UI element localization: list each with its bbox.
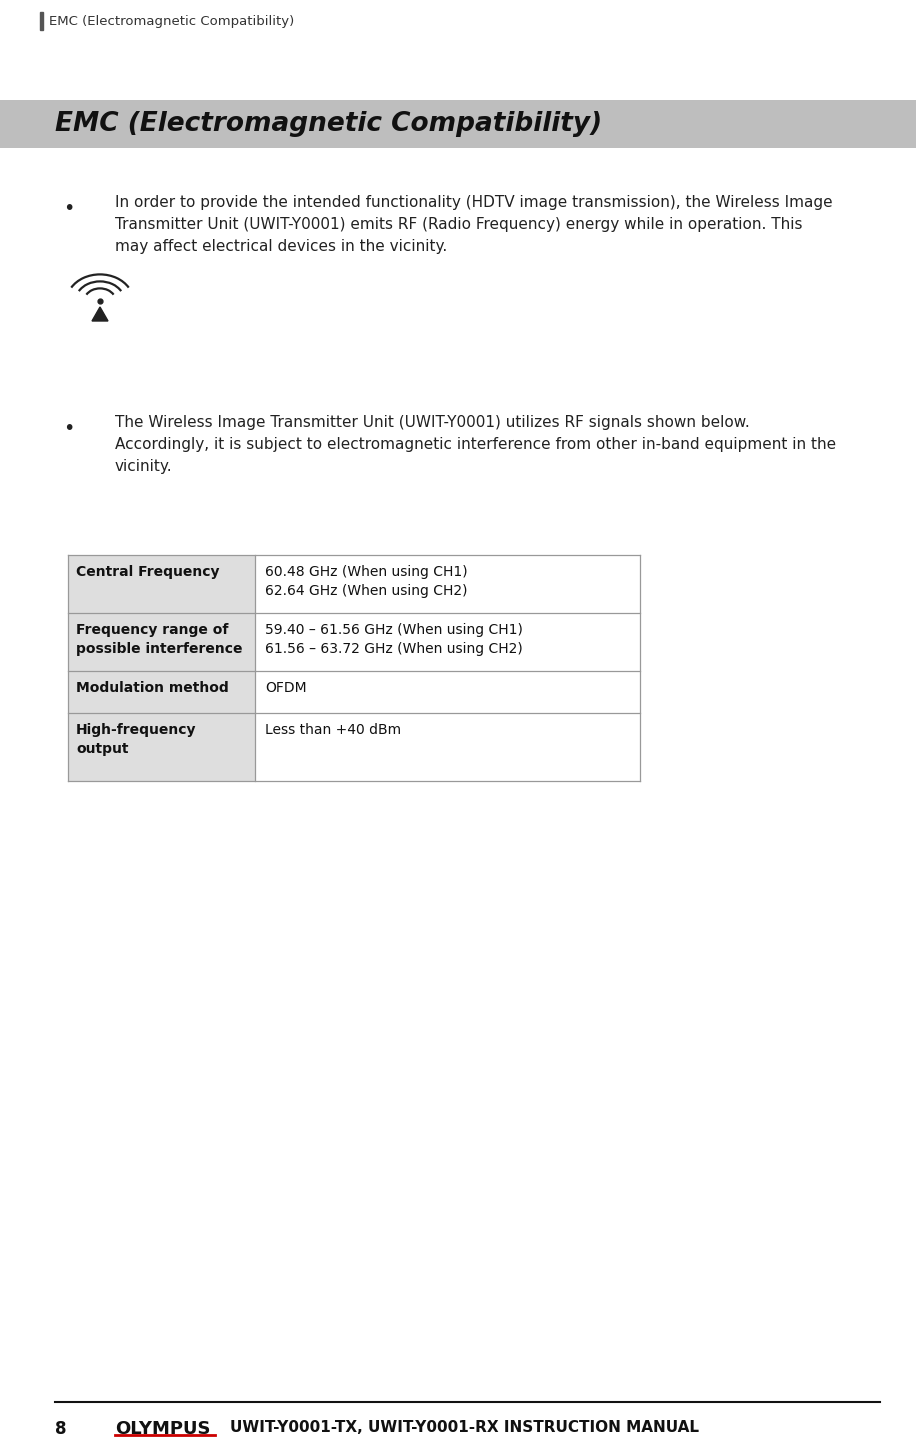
Text: UWIT-Y0001-TX, UWIT-Y0001-RX INSTRUCTION MANUAL: UWIT-Y0001-TX, UWIT-Y0001-RX INSTRUCTION… bbox=[230, 1419, 699, 1435]
Text: OFDM: OFDM bbox=[265, 682, 307, 695]
Bar bbox=[68, 555, 255, 612]
Bar bbox=[255, 672, 640, 713]
Text: 62.64 GHz (When using CH2): 62.64 GHz (When using CH2) bbox=[265, 584, 467, 598]
Text: In order to provide the intended functionality (HDTV image transmission), the Wi: In order to provide the intended functio… bbox=[115, 195, 833, 210]
Bar bbox=[255, 555, 640, 612]
Text: 59.40 – 61.56 GHz (When using CH1): 59.40 – 61.56 GHz (When using CH1) bbox=[265, 623, 523, 637]
Text: vicinity.: vicinity. bbox=[115, 460, 172, 474]
Text: EMC (Electromagnetic Compatibility): EMC (Electromagnetic Compatibility) bbox=[55, 111, 602, 137]
Text: 60.48 GHz (When using CH1): 60.48 GHz (When using CH1) bbox=[265, 565, 468, 579]
Bar bbox=[255, 612, 640, 672]
Bar bbox=[68, 713, 255, 781]
Text: The Wireless Image Transmitter Unit (UWIT-Y0001) utilizes RF signals shown below: The Wireless Image Transmitter Unit (UWI… bbox=[115, 415, 750, 429]
Text: possible interference: possible interference bbox=[76, 643, 243, 656]
Text: Transmitter Unit (UWIT-Y0001) emits RF (Radio Frequency) energy while in operati: Transmitter Unit (UWIT-Y0001) emits RF (… bbox=[115, 218, 802, 232]
Text: 61.56 – 63.72 GHz (When using CH2): 61.56 – 63.72 GHz (When using CH2) bbox=[265, 643, 523, 656]
Bar bbox=[255, 713, 640, 781]
Text: Accordingly, it is subject to electromagnetic interference from other in-band eq: Accordingly, it is subject to electromag… bbox=[115, 437, 836, 452]
Text: 8: 8 bbox=[55, 1419, 67, 1438]
Text: may affect electrical devices in the vicinity.: may affect electrical devices in the vic… bbox=[115, 239, 447, 254]
Text: Less than +40 dBm: Less than +40 dBm bbox=[265, 723, 401, 736]
Text: EMC (Electromagnetic Compatibility): EMC (Electromagnetic Compatibility) bbox=[49, 14, 294, 27]
Text: •: • bbox=[63, 419, 74, 438]
Text: High-frequency: High-frequency bbox=[76, 723, 197, 736]
Bar bbox=[40, 12, 43, 30]
Text: Modulation method: Modulation method bbox=[76, 682, 229, 695]
Text: Central Frequency: Central Frequency bbox=[76, 565, 220, 579]
Text: output: output bbox=[76, 742, 128, 757]
Bar bbox=[68, 612, 255, 672]
Text: Frequency range of: Frequency range of bbox=[76, 623, 228, 637]
Polygon shape bbox=[92, 307, 108, 321]
Bar bbox=[68, 672, 255, 713]
Text: •: • bbox=[63, 199, 74, 218]
Text: OLYMPUS: OLYMPUS bbox=[115, 1419, 211, 1438]
Bar bbox=[0, 99, 916, 148]
